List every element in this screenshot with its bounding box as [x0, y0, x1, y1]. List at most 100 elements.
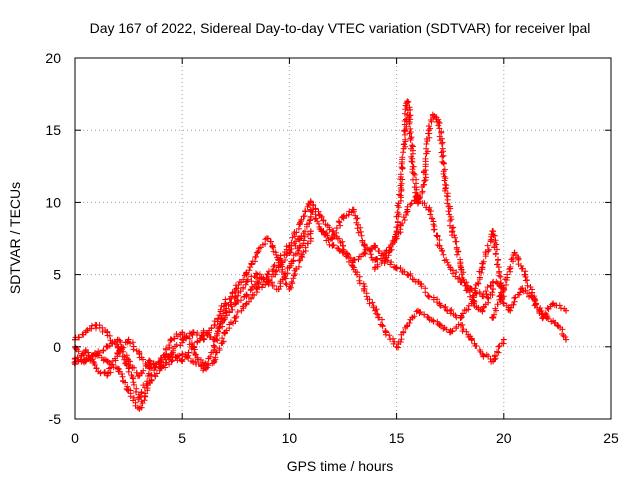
data-point: [404, 98, 411, 105]
x-tick-label: 15: [389, 430, 405, 446]
data-point: [468, 336, 475, 343]
data-point: [211, 343, 218, 350]
data-point: [93, 322, 100, 329]
chart-title: Day 167 of 2022, Sidereal Day-to-day VTE…: [90, 20, 591, 36]
data-point: [114, 365, 121, 372]
data-point: [297, 221, 304, 228]
data-point: [168, 358, 175, 365]
y-tick-label: 10: [45, 194, 61, 210]
data-point: [528, 293, 535, 300]
data-point: [425, 314, 432, 321]
series-markers: [72, 235, 314, 380]
data-point: [415, 199, 422, 206]
data-point: [393, 264, 400, 271]
data-point: [457, 314, 464, 321]
data-point: [82, 358, 89, 365]
data-point: [329, 235, 336, 242]
data-point: [318, 228, 325, 235]
data-point: [189, 358, 196, 365]
data-point: [307, 228, 314, 235]
data-point: [361, 249, 368, 256]
data-point: [93, 351, 100, 358]
data-point: [125, 358, 132, 365]
data-point: [189, 329, 196, 336]
data-point: [222, 329, 229, 336]
data-point: [254, 271, 261, 278]
data-point: [243, 300, 250, 307]
x-tick-label: 20: [496, 430, 512, 446]
data-point: [507, 307, 514, 314]
data-point: [157, 358, 164, 365]
y-tick-label: -5: [49, 411, 62, 427]
data-point: [361, 242, 368, 249]
data-point: [136, 351, 143, 358]
y-axis-label: SDTVAR / TECUs: [7, 182, 23, 294]
data-point: [350, 206, 357, 213]
series-satellite-track-6: [307, 198, 507, 365]
y-tick-label: 5: [53, 267, 61, 283]
data-point: [457, 264, 464, 271]
series-markers: [371, 98, 496, 315]
data-point: [254, 278, 261, 285]
data-point: [232, 314, 239, 321]
x-tick-label: 0: [71, 430, 79, 446]
data-point: [307, 199, 314, 206]
data-point: [222, 307, 229, 314]
data-point: [382, 329, 389, 336]
data-point: [318, 213, 325, 220]
data-point: [397, 184, 404, 191]
data-point: [496, 293, 503, 300]
data-point: [436, 242, 443, 249]
data-point: [550, 300, 557, 307]
data-point: [275, 286, 282, 293]
data-point: [410, 170, 417, 177]
data-point: [82, 348, 89, 355]
data-point: [211, 358, 218, 365]
data-point: [147, 358, 154, 365]
data-point: [297, 257, 304, 264]
data-point: [470, 300, 477, 307]
data-point: [200, 365, 207, 372]
data-point: [179, 351, 186, 358]
data-point: [232, 300, 239, 307]
data-point: [136, 372, 143, 379]
data-point: [479, 293, 486, 300]
series-satellite-track-8: [371, 98, 497, 315]
data-point: [307, 213, 314, 220]
data-point: [372, 242, 379, 249]
data-point: [382, 257, 389, 264]
data-point: [479, 264, 486, 271]
data-point: [393, 228, 400, 235]
data-point: [522, 271, 529, 278]
data-point: [286, 286, 293, 293]
data-point: [329, 228, 336, 235]
data-point: [447, 329, 454, 336]
series-markers: [71, 216, 314, 377]
data-point: [402, 127, 409, 134]
data-point: [404, 271, 411, 278]
data-point: [222, 300, 229, 307]
data-point: [125, 387, 132, 394]
data-point: [286, 264, 293, 271]
data-point: [490, 228, 497, 235]
data-point: [490, 358, 497, 365]
data-point: [179, 329, 186, 336]
series-satellite-track-10: [496, 285, 569, 322]
data-point: [93, 365, 100, 372]
data-point: [297, 235, 304, 242]
data-point: [404, 206, 411, 213]
data-point: [147, 365, 154, 372]
data-point: [104, 372, 111, 379]
data-point: [406, 112, 413, 119]
data-point: [457, 322, 464, 329]
data-point: [554, 322, 561, 329]
series-satellite-track-5: [307, 206, 507, 321]
data-point: [82, 329, 89, 336]
x-axis-label: GPS time / hours: [287, 458, 394, 474]
tick-labels: 0 5 10 15 20 25 -5 0 5 10 15 20: [45, 50, 619, 446]
data-point: [340, 242, 346, 249]
data-point: [500, 336, 507, 343]
data-point: [372, 264, 379, 271]
data-point: [264, 235, 271, 242]
